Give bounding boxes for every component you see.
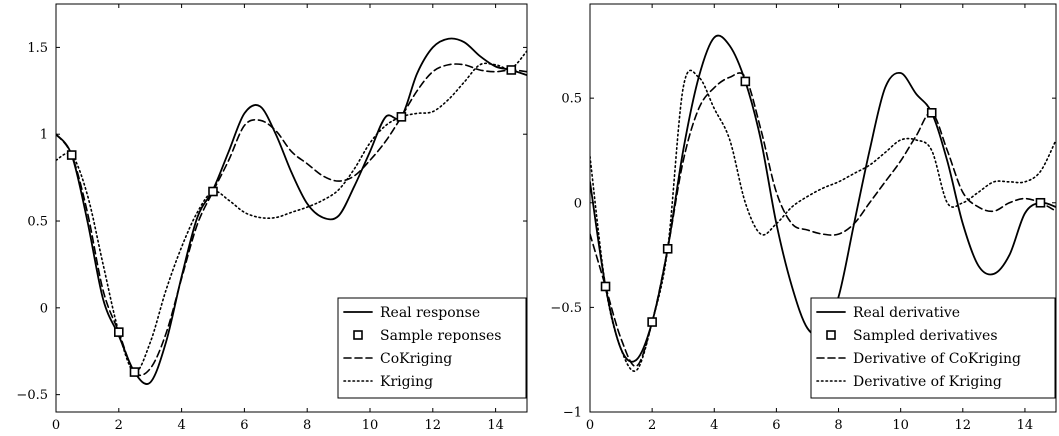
- y-tick-label: 0.5: [561, 92, 582, 107]
- x-tick-label: 2: [115, 418, 123, 433]
- legend-box: [337, 297, 527, 399]
- y-tick-label: −0.5: [16, 388, 48, 403]
- x-tick-label: 12: [955, 418, 972, 433]
- legend-label: Derivative of CoKriging: [853, 351, 1021, 367]
- y-tick-label: 1.5: [27, 41, 48, 56]
- y-tick-label: 1: [40, 128, 48, 143]
- legend-label: Real derivative: [853, 305, 960, 321]
- y-tick-label: 0: [40, 301, 48, 316]
- x-tick-label: 0: [586, 418, 594, 433]
- sample-marker: [114, 327, 124, 337]
- x-tick-label: 4: [710, 418, 718, 433]
- legend: Real response Sample reponses CoKriging Kri…: [337, 297, 527, 399]
- sample-marker: [208, 186, 218, 197]
- y-tick-label: 0: [574, 196, 582, 211]
- axes-frame: [589, 3, 1057, 413]
- sample-marker: [662, 244, 673, 254]
- x-tick-label: 4: [177, 418, 185, 433]
- sample-marker: [1035, 197, 1046, 208]
- x-tick-label: 10: [362, 418, 379, 433]
- series-line-dotted: [590, 69, 1056, 372]
- legend-box: [810, 297, 1056, 399]
- legend-label: Real response: [380, 305, 480, 321]
- x-tick-label: 14: [487, 418, 504, 433]
- sample-marker: [740, 76, 751, 87]
- sample-marker: [129, 367, 140, 377]
- x-tick-label: 8: [834, 418, 842, 433]
- x-tick-label: 6: [240, 418, 248, 433]
- y-tick-label: −1: [563, 406, 582, 421]
- legend-label: Derivative of Kriging: [853, 374, 1002, 390]
- legend: Real derivative Sampled derivatives Deriva…: [810, 297, 1056, 399]
- sample-marker: [506, 65, 517, 75]
- y-tick-label: −0.5: [550, 301, 582, 316]
- legend-label: Sampled derivatives: [853, 328, 998, 344]
- sample-marker: [926, 108, 937, 118]
- axes-frame: [55, 3, 528, 413]
- x-tick-label: 0: [52, 418, 60, 433]
- x-tick-label: 12: [425, 418, 442, 433]
- sample-marker: [600, 281, 611, 292]
- chart-left: 0 2 4 6 8 10 12 14 −0.5 0 0.5 1 1.5 Real response Samp…: [16, 3, 528, 433]
- sample-marker: [396, 112, 407, 122]
- x-tick-label: 14: [1017, 418, 1034, 433]
- legend-marker-symbol: [353, 330, 363, 340]
- x-tick-label: 8: [303, 418, 311, 433]
- chart-right: 0 2 4 6 8 10 12 14 −1 −0.5 0 0.5 Real derivative Samp…: [550, 3, 1057, 433]
- x-tick-label: 2: [648, 418, 656, 433]
- x-tick-label: 10: [892, 418, 909, 433]
- legend-label: CoKriging: [380, 351, 452, 367]
- sample-marker: [66, 150, 77, 160]
- x-tick-label: 6: [772, 418, 780, 433]
- sample-marker: [647, 317, 657, 327]
- legend-label: Sample reponses: [380, 328, 501, 344]
- y-tick-label: 0.5: [27, 215, 48, 230]
- legend-marker-symbol: [826, 330, 836, 340]
- legend-label: Kriging: [380, 374, 433, 390]
